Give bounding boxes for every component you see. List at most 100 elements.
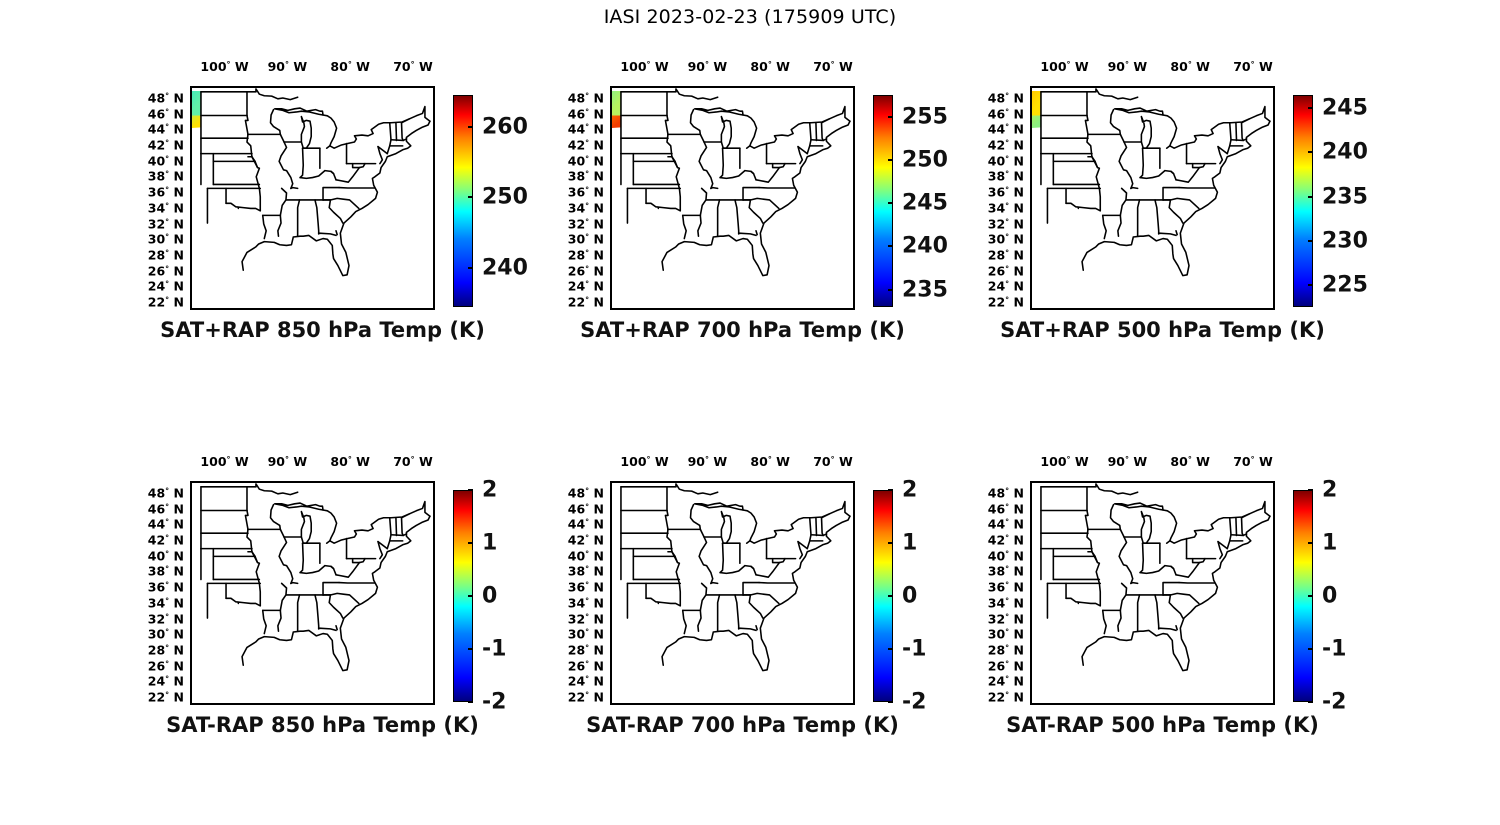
colorbar-tick-label: 235 [1322, 184, 1368, 210]
ytick-label: 40° N [147, 548, 184, 564]
map-frame[interactable] [1030, 86, 1275, 310]
ytick-label: 46° N [147, 106, 184, 121]
ytick-label: 24° N [147, 278, 184, 294]
ytick-label: 48° N [147, 485, 184, 501]
colorbar-tick [888, 648, 893, 650]
xtick-label: 70° W [813, 59, 853, 74]
ytick-label: 26° N [987, 263, 1024, 279]
colorbar-tick-label: 1 [1322, 530, 1338, 556]
ytick-label: 44° N [567, 121, 604, 137]
map-frame[interactable] [190, 86, 435, 310]
ytick-label: 26° N [147, 658, 184, 674]
ytick-label: 34° N [147, 595, 184, 611]
xtick-label: 80° W [1170, 454, 1210, 469]
ytick-label: 38° N [567, 168, 604, 184]
colorbar-tick-label: 1 [482, 530, 498, 556]
map-geography [612, 88, 851, 277]
retrieval-swath [612, 91, 621, 116]
colorbar-tick-label: 250 [902, 147, 948, 173]
coastline-and-state-borders [620, 88, 851, 277]
colorbar-gradient [454, 96, 472, 306]
xtick-label: 90° W [267, 59, 308, 74]
ytick-label: 30° N [567, 231, 604, 247]
colorbar-tick [468, 542, 473, 544]
ytick-label: 46° N [987, 106, 1024, 121]
colorbar-tick [888, 288, 893, 291]
map-geography [200, 483, 431, 672]
xtick-label: 100° W [620, 59, 669, 74]
map-frame[interactable] [610, 86, 855, 310]
colorbar-tick [468, 125, 473, 128]
ytick-label: 36° N [987, 184, 1024, 200]
colorbar[interactable] [453, 95, 473, 307]
ytick-label: 22° N [567, 689, 604, 705]
ytick-label: 22° N [987, 294, 1024, 310]
ytick-label: 40° N [987, 548, 1024, 564]
ytick-label: 48° N [147, 90, 184, 106]
ytick-label: 48° N [987, 90, 1024, 106]
colorbar[interactable] [873, 95, 893, 307]
colorbar-tick-label: 0 [1322, 583, 1338, 609]
colorbar-gradient [874, 96, 892, 306]
colorbar-tick-label: 235 [902, 277, 948, 303]
xtick-label: 70° W [813, 454, 853, 469]
colorbar-tick-label: 245 [1322, 95, 1368, 121]
xtick-label: 90° W [1107, 454, 1148, 469]
map-frame[interactable] [190, 481, 435, 705]
ytick-label: 22° N [147, 689, 184, 705]
xtick-label: 80° W [750, 59, 790, 74]
ytick-label: 42° N [567, 137, 604, 153]
ytick-label: 44° N [987, 516, 1024, 532]
ytick-label: 40° N [567, 548, 604, 564]
ytick-label: 34° N [987, 200, 1024, 216]
data-layer [612, 91, 621, 128]
retrieval-swath [612, 115, 621, 128]
ytick-label: 24° N [147, 673, 184, 689]
colorbar-tick-label: -1 [482, 636, 507, 662]
ytick-label: 44° N [987, 121, 1024, 137]
ytick-label: 46° N [567, 501, 604, 516]
ytick-label: 24° N [567, 673, 604, 689]
data-layer [1032, 91, 1041, 128]
xtick-label: 70° W [1233, 454, 1273, 469]
colorbar-tick-label: 260 [482, 114, 528, 140]
colorbar-tick-label: -1 [1322, 636, 1347, 662]
ytick-label: 48° N [567, 485, 604, 501]
ytick-label: 22° N [147, 294, 184, 310]
colorbar-tick [1308, 701, 1313, 703]
ytick-label: 28° N [987, 247, 1024, 263]
ytick-label: 36° N [567, 579, 604, 595]
ytick-label: 38° N [567, 563, 604, 579]
ytick-label: 38° N [987, 168, 1024, 184]
ytick-label: 38° N [147, 563, 184, 579]
retrieval-swath [192, 115, 201, 128]
ytick-label: 28° N [147, 642, 184, 658]
colorbar-tick [468, 595, 473, 597]
colorbar-tick [888, 542, 893, 544]
ytick-label: 32° N [987, 216, 1024, 232]
xtick-label: 100° W [1040, 59, 1089, 74]
ytick-label: 48° N [567, 90, 604, 106]
panel-title: SAT-RAP 850 hPa Temp (K) [166, 713, 479, 737]
ytick-label: 30° N [987, 231, 1024, 247]
ytick-label: 28° N [567, 642, 604, 658]
colorbar-tick [888, 202, 893, 205]
colorbar-tick-label: -1 [902, 636, 927, 662]
colorbar-tick [888, 595, 893, 597]
map-frame[interactable] [610, 481, 855, 705]
panel-title: SAT+RAP 500 hPa Temp (K) [1000, 318, 1325, 342]
ytick-label: 26° N [147, 263, 184, 279]
map-frame[interactable] [1030, 481, 1275, 705]
ytick-label: 44° N [147, 121, 184, 137]
colorbar[interactable] [1293, 95, 1313, 307]
map-geography [192, 88, 431, 277]
colorbar-tick-label: 225 [1322, 272, 1368, 298]
ytick-label: 26° N [567, 263, 604, 279]
coastline-and-state-borders [620, 483, 851, 672]
colorbar-tick-label: 1 [902, 530, 918, 556]
ytick-label: 38° N [987, 563, 1024, 579]
ytick-label: 30° N [147, 231, 184, 247]
colorbar-tick-label: 250 [482, 184, 528, 210]
colorbar-tick [1308, 489, 1313, 491]
ytick-label: 30° N [147, 626, 184, 642]
